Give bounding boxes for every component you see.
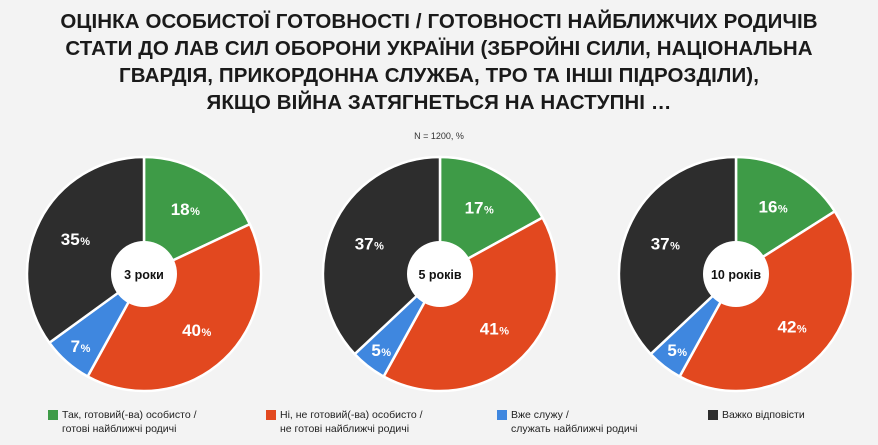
legend-label-line: не готові найближчі родичі: [280, 423, 410, 435]
slice-percent-sign: %: [190, 206, 200, 218]
pie-slice-not-ready: [86, 222, 263, 393]
pie-slice-hard-to-say: [617, 155, 738, 356]
pie-slice-hard-to-say: [321, 155, 442, 356]
legend-label: Так, готовий(-ва) особисто / готові найбл…: [62, 408, 197, 436]
slice-value: 17: [465, 199, 484, 218]
donut-chart: 17%41%5%37%5 років: [321, 155, 559, 393]
donut-chart: 16%42%5%37%10 років: [617, 155, 855, 393]
pie-slice-ready: [734, 155, 837, 276]
slice-value-label: 40%: [182, 321, 211, 340]
slice-value: 35: [61, 230, 80, 249]
slice-value-label: 35%: [61, 230, 90, 249]
pie-slice-not-ready: [382, 216, 559, 393]
legend-label-line: Ні, не готовий(-ва) особисто /: [280, 409, 423, 421]
legend-label-line: готові найближчі родичі: [62, 423, 177, 435]
slice-value: 40: [182, 321, 201, 340]
donut-hole: [407, 241, 473, 307]
slice-value: 16: [758, 198, 777, 217]
legend-label-line: Вже служу /: [511, 409, 569, 421]
center-label: 10 років: [711, 268, 761, 282]
page-title: ОЦІНКА ОСОБИСТОЇ ГОТОВНОСТІ / ГОТОВНОСТІ…: [0, 8, 878, 116]
slice-value-label: 41%: [480, 319, 509, 338]
slice-value-label: 18%: [171, 200, 200, 219]
legend-label-line: служать найближчі родичі: [511, 423, 638, 435]
slice-value: 5: [371, 341, 380, 360]
legend: Так, готовий(-ва) особисто / готові найбл…: [0, 408, 878, 445]
pie-slice-not-ready: [678, 210, 855, 393]
legend-swatch: [497, 410, 507, 420]
slice-percent-sign: %: [381, 347, 391, 359]
slice-value-label: 37%: [355, 234, 384, 253]
slice-value-label: 7%: [71, 337, 91, 356]
legend-label: Важко відповісти: [722, 408, 805, 422]
slice-percent-sign: %: [677, 347, 687, 359]
slice-value-label: 5%: [371, 341, 391, 360]
donut-hole: [111, 241, 177, 307]
slice-percent-sign: %: [670, 240, 680, 252]
slice-percent-sign: %: [499, 325, 509, 337]
center-label: 3 роки: [124, 268, 164, 282]
slice-percent-sign: %: [80, 236, 90, 248]
slice-value: 7: [71, 337, 80, 356]
slice-value-label: 16%: [758, 198, 787, 217]
center-label: 5 років: [418, 268, 461, 282]
legend-label: Ні, не готовий(-ва) особисто / не готові …: [280, 408, 423, 436]
slice-percent-sign: %: [778, 204, 788, 216]
legend-swatch: [266, 410, 276, 420]
slice-value-label: 37%: [651, 234, 680, 253]
title-line: ЯКЩО ВІЙНА ЗАТЯГНЕТЬСЯ НА НАСТУПНІ …: [206, 91, 672, 114]
legend-label-line: Так, готовий(-ва) особисто /: [62, 409, 197, 421]
legend-label-line: Важко відповісти: [722, 409, 805, 421]
slice-value: 37: [355, 234, 374, 253]
donut-hole: [703, 241, 769, 307]
slice-value: 42: [777, 318, 796, 337]
pie-slice-hard-to-say: [25, 155, 146, 345]
slice-value: 5: [667, 341, 676, 360]
slice-value-label: 17%: [465, 199, 494, 218]
slice-percent-sign: %: [202, 327, 212, 339]
sample-size-note: N = 1200, %: [414, 131, 464, 141]
slice-value-label: 42%: [777, 318, 806, 337]
title-line: ГВАРДІЯ, ПРИКОРДОННА СЛУЖБА, ТРО ТА ІНШІ…: [118, 64, 760, 87]
pie-slice-ready: [438, 155, 544, 276]
slice-percent-sign: %: [374, 240, 384, 252]
legend-label: Вже служу / служать найближчі родичі: [511, 408, 637, 436]
slice-value: 18: [171, 200, 190, 219]
legend-swatch: [48, 410, 58, 420]
slice-value: 41: [480, 319, 499, 338]
pie-slice-ready: [142, 155, 252, 276]
slice-percent-sign: %: [81, 343, 91, 355]
donut-chart: 18%40%7%35%3 роки: [25, 155, 263, 393]
slice-percent-sign: %: [797, 324, 807, 336]
legend-swatch: [708, 410, 718, 420]
title-line: ОЦІНКА ОСОБИСТОЇ ГОТОВНОСТІ / ГОТОВНОСТІ…: [60, 10, 818, 33]
slice-percent-sign: %: [484, 205, 494, 217]
slice-value-label: 5%: [667, 341, 687, 360]
slice-value: 37: [651, 234, 670, 253]
title-line: СТАТИ ДО ЛАВ СИЛ ОБОРОНИ УКРАЇНИ (ЗБРОЙН…: [65, 37, 813, 60]
